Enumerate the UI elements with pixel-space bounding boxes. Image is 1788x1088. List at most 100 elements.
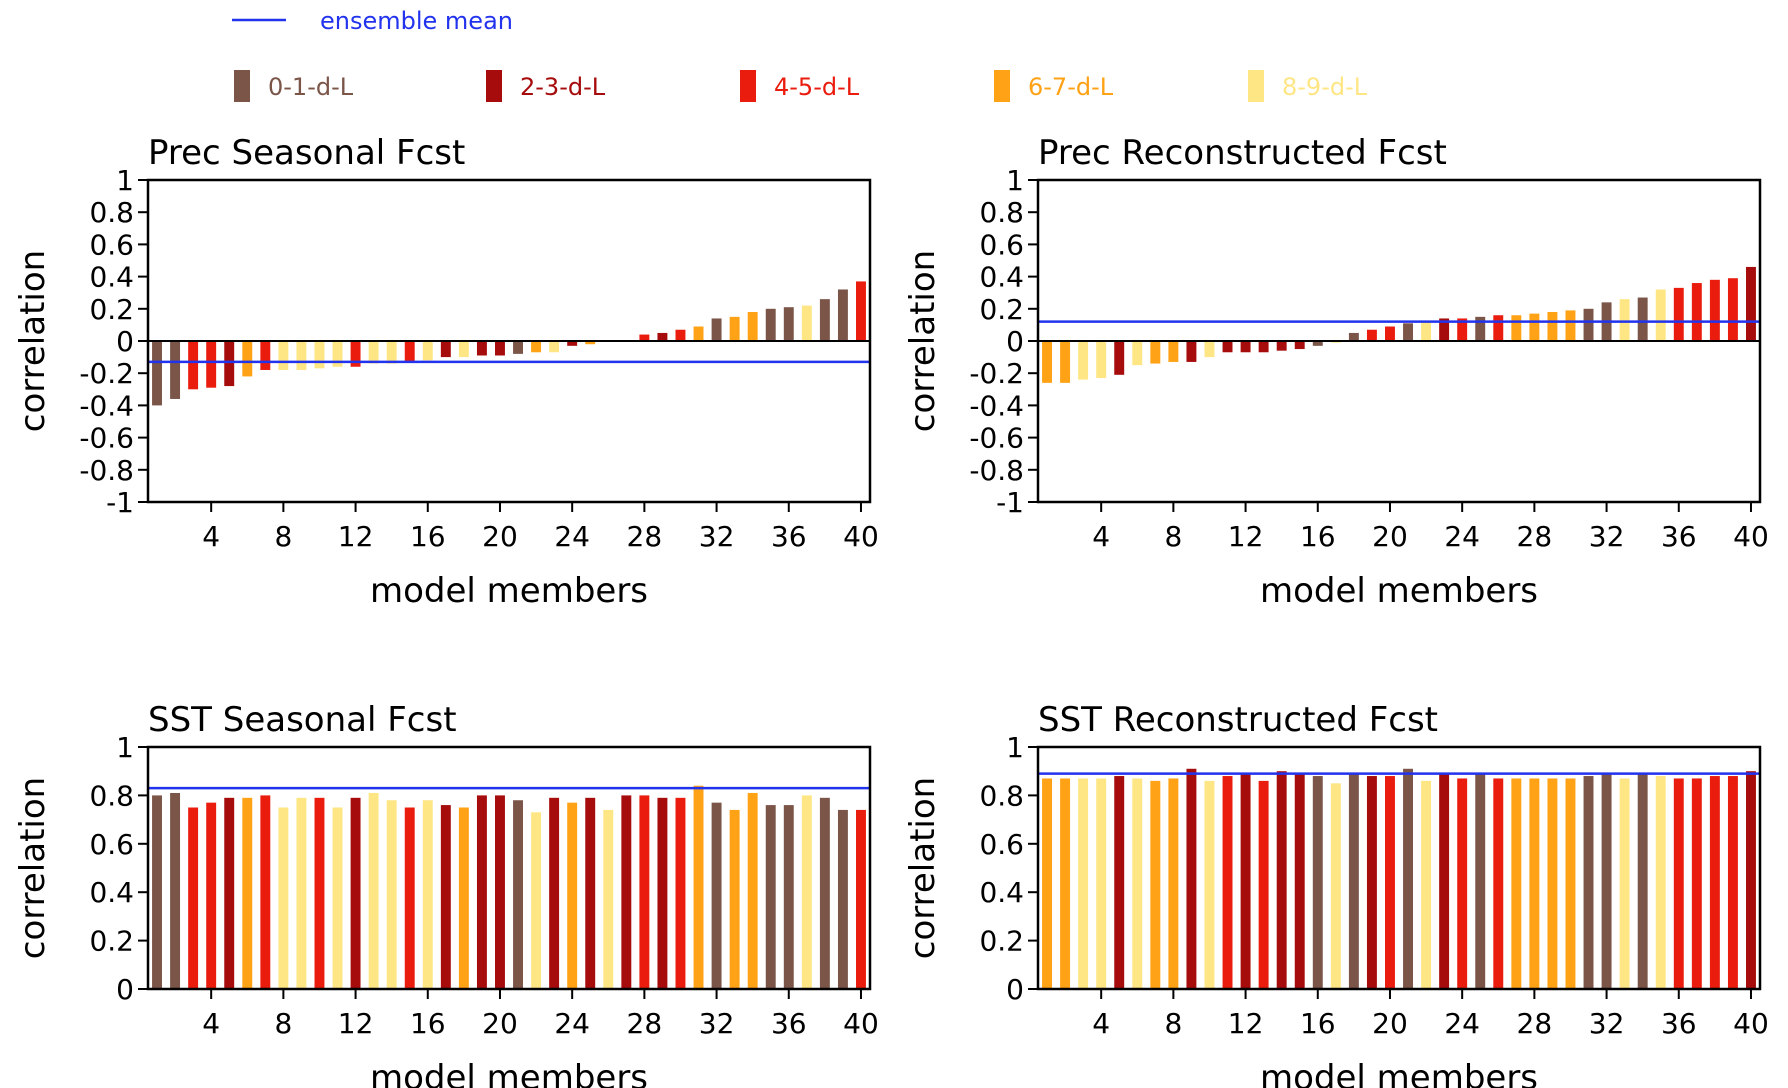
bar: [549, 797, 560, 989]
bar: [1348, 773, 1359, 989]
bar: [531, 341, 542, 353]
chart-panel-1: Prec Seasonal Fcst 10.80.60.40.20-0.2-0.4…: [13, 133, 879, 611]
bar: [567, 802, 578, 989]
bar: [1222, 776, 1233, 989]
x-tick-label: 28: [1517, 1007, 1553, 1040]
bar: [278, 807, 289, 989]
bar: [1222, 341, 1233, 353]
bar: [495, 795, 505, 989]
x-tick-label: 32: [1589, 520, 1625, 553]
bar: [1673, 778, 1684, 989]
bar: [1348, 332, 1359, 341]
x-tick-label: 4: [202, 520, 220, 553]
bar: [1601, 773, 1612, 989]
y-tick-label: 0.8: [979, 779, 1024, 812]
bar: [1619, 299, 1630, 341]
bar: [1655, 289, 1666, 341]
x-tick-label: 4: [1092, 520, 1110, 553]
bar: [170, 341, 181, 399]
legend-label-g1: 2-3-d-L: [520, 73, 606, 101]
y-tick-label: 0.2: [979, 925, 1024, 958]
x-axis-label: model members: [1260, 1058, 1538, 1088]
bar: [1186, 341, 1197, 362]
bar: [856, 281, 866, 341]
bar: [242, 797, 253, 989]
bar: [476, 341, 487, 356]
bar: [1691, 283, 1702, 341]
bar: [693, 326, 704, 341]
bar: [585, 341, 596, 345]
y-tick-label: 0.8: [89, 196, 134, 229]
y-tick-label: 1: [116, 731, 134, 764]
plot-frame: [1036, 745, 1762, 991]
y-tick-label: -0.4: [969, 389, 1024, 422]
bar: [1276, 771, 1287, 989]
y-tick-label: 0.4: [979, 261, 1024, 294]
bar: [1150, 341, 1161, 364]
y-tick-label: 1: [1006, 164, 1024, 197]
bar: [549, 341, 560, 353]
bar: [1403, 768, 1413, 989]
legend-swatch-g2: [740, 70, 756, 102]
bar: [1204, 780, 1215, 989]
bar: [1186, 768, 1197, 989]
bar: [1475, 773, 1486, 989]
bar: [152, 795, 162, 989]
bar: [1114, 776, 1125, 989]
bar: [1421, 780, 1432, 989]
y-tick-label: 0.2: [89, 925, 134, 958]
bar: [513, 341, 523, 354]
y-tick-label: 0.8: [979, 196, 1024, 229]
bar: [1511, 315, 1522, 341]
bar: [1439, 318, 1450, 341]
bar: [567, 341, 578, 346]
x-tick-label: 16: [1300, 520, 1336, 553]
legend-label-g4: 8-9-d-L: [1282, 73, 1368, 101]
legend-label-g3: 6-7-d-L: [1028, 73, 1114, 101]
bar: [747, 792, 758, 989]
bar: [1709, 279, 1720, 341]
bar: [675, 329, 686, 341]
bar: [368, 341, 379, 364]
x-tick-label: 24: [1444, 1007, 1480, 1040]
x-tick-label: 32: [699, 520, 735, 553]
bar: [1457, 318, 1468, 341]
bar: [1421, 321, 1432, 341]
bar: [495, 341, 505, 356]
bar: [386, 800, 397, 989]
bar: [1168, 341, 1179, 362]
bar: [1150, 780, 1161, 989]
bar: [1312, 776, 1323, 989]
bar: [1132, 341, 1143, 366]
plot-frame: [146, 745, 872, 991]
x-tick-label: 32: [699, 1007, 735, 1040]
x-tick-label: 24: [554, 520, 590, 553]
bar: [675, 797, 686, 989]
bar: [1078, 341, 1089, 380]
x-tick-label: 28: [1517, 520, 1553, 553]
x-tick-label: 24: [554, 1007, 590, 1040]
x-tick-label: 8: [1164, 1007, 1182, 1040]
bar: [856, 809, 866, 989]
y-tick-label: -0.4: [79, 389, 134, 422]
bar: [1294, 773, 1305, 989]
bar: [1385, 326, 1395, 341]
bar: [224, 797, 235, 989]
bar: [332, 341, 343, 367]
bar: [1583, 308, 1594, 341]
bar: [1709, 776, 1720, 989]
y-tick-label: 0.4: [89, 261, 134, 294]
bar: [296, 341, 307, 370]
bar: [531, 812, 542, 989]
y-tick-label: -1: [106, 486, 134, 519]
bar: [1529, 778, 1540, 989]
bar: [639, 795, 650, 989]
bar: [152, 341, 162, 406]
bar: [711, 802, 722, 989]
bar: [1439, 773, 1450, 989]
bar: [657, 797, 668, 989]
bar: [1294, 341, 1305, 350]
bar: [729, 316, 740, 341]
bar: [1385, 776, 1395, 989]
legend-mean-label: ensemble mean: [320, 7, 513, 35]
